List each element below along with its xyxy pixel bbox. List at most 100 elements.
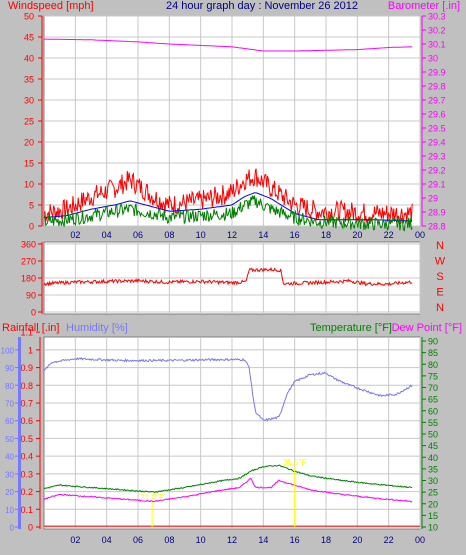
humidity-line [43, 356, 413, 422]
rainfall-tick-label: 0.9 [20, 363, 33, 373]
humidity-tick-label: 100 [1, 346, 15, 355]
rainfall-tick-label: 0.4 [20, 452, 33, 462]
rainfall-tick-label: 0.2 [20, 487, 33, 497]
rainfall-tick-label: 1.1 [20, 328, 33, 338]
rainfall-tick-label: 0.8 [20, 381, 33, 391]
temperature-tick-label: 80 [428, 360, 438, 370]
climate-time-label: 22 [384, 535, 394, 545]
humidity-axis-title: Humidity [%] [66, 322, 128, 334]
temperature-tick-label: 25 [428, 488, 438, 498]
windspeed-tick-label: 40 [24, 54, 34, 64]
wind-plot [43, 15, 421, 232]
humidity-tick-label: 90 [5, 364, 14, 373]
temperature-tick-label: 60 [428, 406, 438, 416]
direction-plot [43, 242, 421, 314]
temperature-axis-title: Temperature [°F] [310, 322, 392, 334]
compass-label: N [436, 302, 444, 314]
humidity-tick-label: 10 [5, 506, 14, 515]
windspeed-line [43, 168, 413, 224]
wind-time-label: 08 [164, 230, 174, 240]
temperature-tick-label: 50 [428, 430, 438, 440]
humidity-tick-label: 50 [5, 435, 14, 444]
climate-time-label: 02 [70, 535, 80, 545]
wind-time-label: 06 [133, 230, 143, 240]
wind-time-label: 14 [258, 230, 268, 240]
direction-tick-label: 270 [21, 257, 36, 267]
direction-tick-label: 90 [26, 291, 36, 301]
humidity-tick-label: 30 [5, 470, 14, 479]
wind-gust-line [43, 195, 413, 232]
barometer-tick-label: 30 [428, 54, 438, 64]
graph-title: 24 hour graph day : November 26 2012 [166, 0, 358, 12]
windspeed-tick-label: 5 [29, 201, 34, 211]
temperature-tick-label: 75 [428, 371, 438, 381]
rainfall-tick-label: 0.1 [20, 505, 33, 515]
climate-time-label: 12 [227, 535, 237, 545]
temperature-tick-label: 65 [428, 395, 438, 405]
temperature-tick-label: 30 [428, 476, 438, 486]
rainfall-tick-label: 0.7 [20, 399, 33, 409]
temperature-tick-label: 70 [428, 383, 438, 393]
temperature-tick-label: 85 [428, 348, 438, 358]
direction-tick-label: 180 [21, 274, 36, 284]
climate-time-label: 06 [133, 535, 143, 545]
compass-label: N [436, 240, 444, 252]
wind-time-label: 16 [290, 230, 300, 240]
climate-time-label: 18 [321, 535, 331, 545]
temperature-tick-label: 45 [428, 441, 438, 451]
climate-time-label: 20 [352, 535, 362, 545]
windspeed-tick-label: 45 [24, 33, 34, 43]
wind-time-label: 20 [352, 230, 362, 240]
direction-tick-label: 0 [31, 308, 36, 318]
wind-direction-line [43, 266, 413, 287]
barometer-axis-title: Barometer [.in] [388, 0, 460, 12]
wind-time-label: 22 [384, 230, 394, 240]
barometer-tick-label: 29.1 [428, 180, 446, 190]
barometer-tick-label: 28.8 [428, 222, 446, 232]
windspeed-tick-label: 50 [24, 12, 34, 22]
dewpoint-line [43, 477, 413, 503]
wind-time-label: 00 [415, 230, 425, 240]
humidity-tick-label: 60 [5, 417, 14, 426]
barometer-tick-label: 29.8 [428, 82, 446, 92]
rainfall-tick-label: 1 [28, 345, 33, 355]
climate-time-label: 04 [102, 535, 112, 545]
dewpoint-axis-title: Dew Point [°F] [392, 322, 462, 334]
windspeed-tick-label: 35 [24, 75, 34, 85]
temperature-line [43, 464, 413, 493]
climate-time-label: 00 [415, 535, 425, 545]
axes: 0510152025303540455028.828.92929.129.229… [1, 12, 446, 546]
barometer-tick-label: 28.9 [428, 208, 446, 218]
barometer-tick-label: 29.6 [428, 110, 446, 120]
extreme-marker-label: 36.5°F [283, 458, 307, 467]
barometer-tick-label: 29.2 [428, 166, 446, 176]
climate-time-label: 14 [258, 535, 268, 545]
windspeed-axis-title: Windspeed [mph] [8, 0, 94, 12]
temperature-tick-label: 40 [428, 453, 438, 463]
climate-time-label: 08 [164, 535, 174, 545]
wind-time-label: 04 [102, 230, 112, 240]
windspeed-tick-label: 30 [24, 96, 34, 106]
temperature-tick-label: 10 [428, 523, 438, 533]
climate-time-label: 10 [196, 535, 206, 545]
barometer-tick-label: 29 [428, 194, 438, 204]
barometer-tick-label: 29.4 [428, 138, 446, 148]
temperature-tick-label: 90 [428, 337, 438, 347]
windspeed-tick-label: 0 [29, 222, 34, 232]
barometer-tick-label: 30.3 [428, 12, 446, 22]
windspeed-average-line [43, 192, 413, 222]
humidity-tick-label: 20 [5, 488, 14, 497]
temperature-tick-label: 20 [428, 499, 438, 509]
climate-time-label: 16 [290, 535, 300, 545]
windspeed-tick-label: 15 [24, 159, 34, 169]
humidity-axis-bar [18, 337, 21, 529]
humidity-tick-label: 0 [10, 524, 15, 533]
wind-time-label: 12 [227, 230, 237, 240]
barometer-tick-label: 30.2 [428, 26, 446, 36]
barometer-tick-label: 29.5 [428, 124, 446, 134]
temperature-tick-label: 35 [428, 464, 438, 474]
direction-tick-label: 360 [21, 240, 36, 250]
humidity-tick-label: 80 [5, 382, 14, 391]
barometer-tick-label: 29.3 [428, 152, 446, 162]
